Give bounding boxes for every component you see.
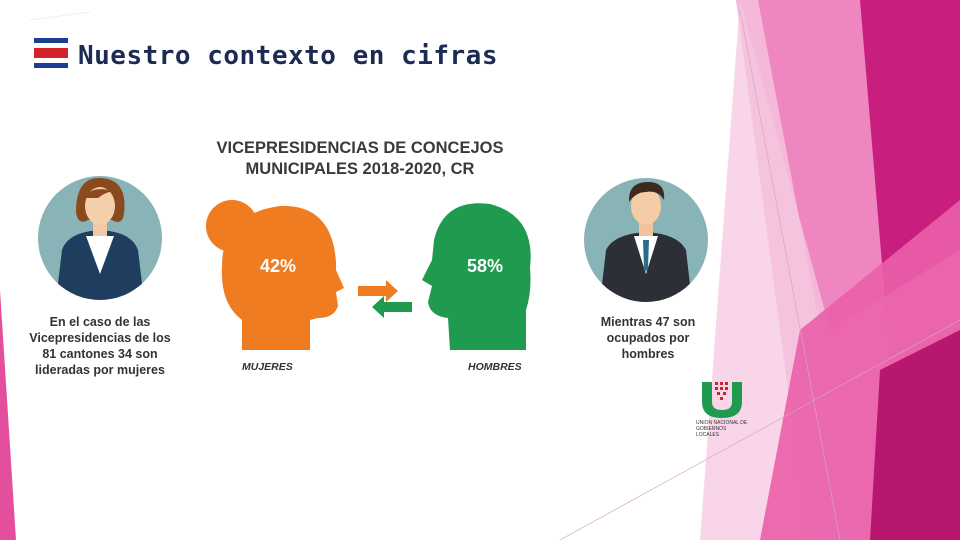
infographic-title: VICEPRESIDENCIAS DE CONCEJOS MUNICIPALES…: [180, 138, 540, 180]
men-caption: Mientras 47 son ocupados por hombres: [578, 314, 718, 362]
women-label: MUJERES: [242, 361, 293, 373]
woman-avatar: [38, 176, 162, 300]
exchange-arrows-icon: [358, 280, 412, 318]
slide-header: Nuestro contexto en cifras: [34, 38, 498, 74]
costa-rica-flag-icon: [34, 38, 68, 74]
logo-text: UNION NACIONAL DE GOBIERNOS LOCALES: [696, 420, 748, 438]
women-percentage: 42%: [260, 256, 297, 276]
men-caption-line: Mientras 47 son: [600, 315, 696, 329]
men-caption-line: hombres: [621, 347, 675, 361]
female-head-silhouette: [206, 200, 344, 350]
men-label: HOMBRES: [468, 361, 522, 373]
male-head-silhouette: [422, 203, 531, 350]
infographic-title-line-2: MUNICIPALES 2018-2020, CR: [245, 160, 475, 178]
women-caption-line: Vicepresidencias de los: [29, 331, 171, 345]
men-caption-line: ocupados por: [606, 331, 690, 345]
women-caption-line: 81 cantones 34 son: [42, 347, 158, 361]
women-caption-line: En el caso de las: [49, 315, 151, 329]
women-caption: En el caso de las Vicepresidencias de lo…: [20, 314, 180, 378]
men-percentage: 58%: [467, 256, 504, 276]
slide-title: Nuestro contexto en cifras: [78, 41, 498, 71]
man-avatar: [584, 178, 708, 302]
women-caption-line: lideradas por mujeres: [35, 363, 165, 377]
ungl-logo-icon: [702, 382, 742, 418]
infographic-title-line-1: VICEPRESIDENCIAS DE CONCEJOS: [216, 139, 504, 157]
